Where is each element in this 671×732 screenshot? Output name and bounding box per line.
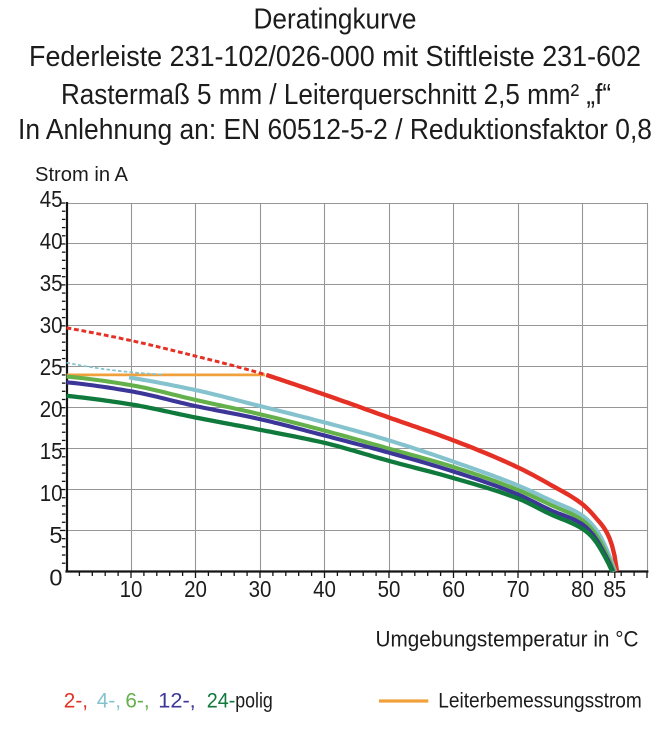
svg-text:40: 40: [313, 576, 336, 602]
svg-text:30: 30: [249, 576, 272, 602]
svg-text:20: 20: [40, 396, 63, 422]
svg-text:5: 5: [49, 522, 62, 548]
svg-text:Rastermaß 5 mm / Leiterquersch: Rastermaß 5 mm / Leiterquerschnitt 2,5 m…: [61, 79, 611, 111]
svg-text:24-: 24-: [207, 690, 236, 713]
svg-text:40: 40: [40, 228, 63, 254]
svg-text:Federleiste 231-102/026-000 mi: Federleiste 231-102/026-000 mit Stiftlei…: [29, 41, 641, 73]
svg-text:Umgebungstemperatur in °C: Umgebungstemperatur in °C: [376, 627, 639, 652]
svg-text:10: 10: [40, 480, 63, 506]
svg-text:4-,: 4-,: [97, 690, 121, 713]
svg-text:70: 70: [507, 576, 530, 602]
svg-text:50: 50: [378, 576, 401, 602]
svg-text:Strom in A: Strom in A: [35, 164, 129, 186]
svg-text:20: 20: [184, 576, 207, 602]
svg-text:35: 35: [40, 270, 63, 296]
svg-text:10: 10: [120, 576, 143, 602]
svg-text:80: 80: [571, 576, 594, 602]
svg-text:2-,: 2-,: [64, 690, 88, 713]
svg-text:polig: polig: [235, 690, 272, 713]
svg-text:Deratingkurve: Deratingkurve: [254, 4, 417, 36]
svg-text:6-,: 6-,: [125, 690, 149, 713]
svg-text:30: 30: [40, 312, 63, 338]
svg-text:45: 45: [40, 186, 63, 212]
svg-text:12-,: 12-,: [158, 690, 195, 713]
svg-text:15: 15: [40, 438, 63, 464]
svg-text:85: 85: [603, 576, 626, 602]
svg-text:60: 60: [442, 576, 465, 602]
svg-text:25: 25: [40, 354, 63, 380]
svg-text:In Anlehnung an: EN 60512-5-2: In Anlehnung an: EN 60512-5-2 / Reduktio…: [18, 114, 652, 146]
svg-text:0: 0: [49, 564, 62, 590]
svg-text:Leiterbemessungsstrom: Leiterbemessungsstrom: [438, 690, 642, 713]
